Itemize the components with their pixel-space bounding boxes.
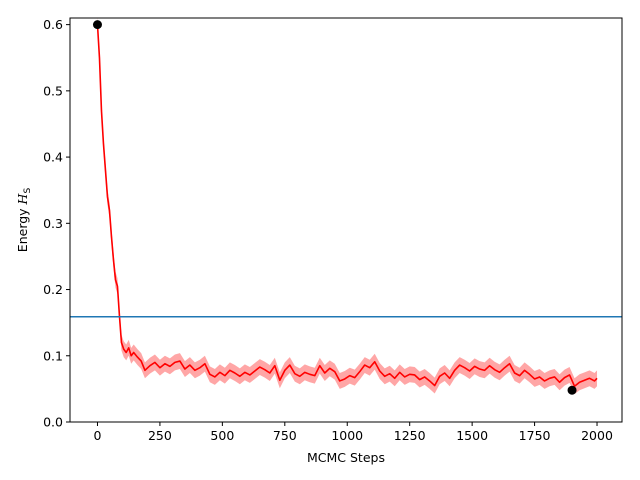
- x-tick-label: 2000: [581, 428, 613, 443]
- y-tick-label: 0.5: [43, 83, 63, 98]
- y-tick-label: 0.6: [43, 17, 63, 32]
- y-tick-label: 0.4: [43, 150, 63, 165]
- plot-area: [70, 18, 622, 395]
- y-axis-label-subscript: S: [23, 188, 33, 194]
- x-tick-label: 750: [273, 428, 297, 443]
- series-0-line: [96, 24, 598, 388]
- y-axis-ticks: 0.0 0.1 0.2 0.3 0.4 0.5 0.6: [43, 17, 70, 430]
- x-tick-label: 0: [93, 428, 101, 443]
- y-axis-label: Energy HS: [15, 188, 33, 253]
- x-tick-label: 1000: [331, 428, 363, 443]
- x-tick-label: 1500: [456, 428, 488, 443]
- start-marker: [92, 20, 102, 30]
- x-tick-label: 250: [148, 428, 172, 443]
- axes-frame: [69, 17, 623, 423]
- end-marker: [567, 385, 577, 395]
- x-axis-ticks: 0 250 500 750 1000 1250 1500 1750 2000: [93, 422, 613, 443]
- x-tick-label: 1250: [394, 428, 426, 443]
- y-tick-label: 0.2: [43, 282, 63, 297]
- x-axis-label: MCMC Steps: [307, 450, 385, 465]
- x-tick-label: 500: [210, 428, 234, 443]
- y-axis-label-prefix: Energy: [15, 204, 30, 252]
- y-tick-label: 0.0: [43, 415, 63, 430]
- x-tick-label: 1750: [519, 428, 551, 443]
- y-axis-label-symbol: H: [15, 192, 30, 205]
- y-tick-label: 0.1: [43, 348, 63, 363]
- y-tick-label: 0.3: [43, 216, 63, 231]
- plot-contents: [70, 18, 622, 395]
